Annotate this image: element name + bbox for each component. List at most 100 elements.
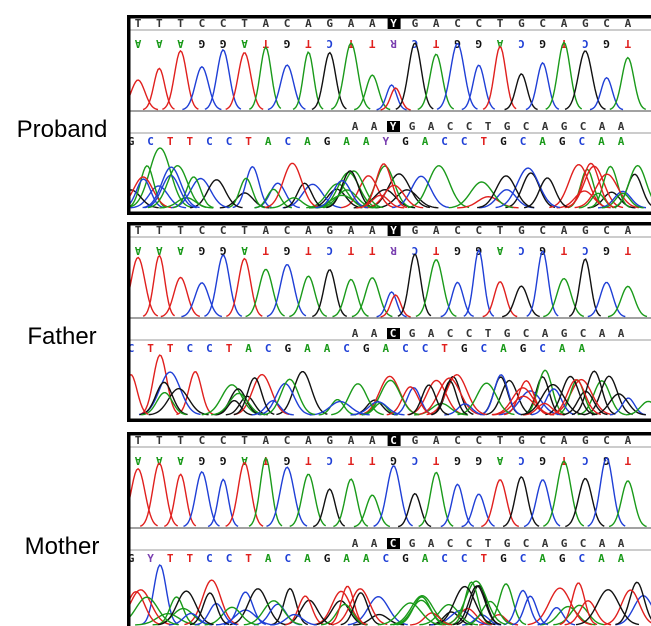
base: A <box>265 135 272 148</box>
sample-label: Mother <box>25 533 100 560</box>
base: T <box>485 537 492 550</box>
base: C <box>466 120 473 133</box>
base: G <box>561 120 568 133</box>
base: A <box>262 434 269 447</box>
base: Y <box>390 224 397 237</box>
base: C <box>226 552 233 565</box>
base: G <box>412 434 419 447</box>
base: T <box>441 342 448 355</box>
base: C <box>447 537 454 550</box>
base: A <box>599 327 606 340</box>
base: G <box>582 434 589 447</box>
base: T <box>624 454 631 467</box>
base: Y <box>147 552 154 565</box>
base: T <box>245 552 252 565</box>
base: T <box>156 224 163 237</box>
base: A <box>618 135 625 148</box>
base: G <box>326 434 333 447</box>
base: G <box>363 342 370 355</box>
base: G <box>326 224 333 237</box>
base: R <box>390 244 397 257</box>
base: T <box>624 37 631 50</box>
base: G <box>539 454 546 467</box>
base: G <box>198 37 205 50</box>
base: Y <box>390 17 397 30</box>
base: C <box>326 454 333 467</box>
base: G <box>504 327 511 340</box>
base: A <box>177 244 184 257</box>
base: T <box>433 37 440 50</box>
base: A <box>598 552 605 565</box>
base: T <box>433 244 440 257</box>
base: C <box>206 135 213 148</box>
panel: TATATACGCGTAATCGATGCATATYRGCATCGCGTAGCCG… <box>102 15 651 215</box>
base: C <box>412 454 419 467</box>
panel: TATATACGCGTAATCGATGCATATYRGCATCGCGTAGCCG… <box>112 222 651 422</box>
base: G <box>475 37 482 50</box>
base: A <box>241 244 248 257</box>
base: C <box>284 135 291 148</box>
base: T <box>186 135 193 148</box>
base: A <box>305 17 312 30</box>
base: T <box>497 224 504 237</box>
base: C <box>326 244 333 257</box>
base: T <box>369 244 376 257</box>
base: G <box>324 552 331 565</box>
base: T <box>135 224 142 237</box>
base: C <box>447 120 454 133</box>
base: G <box>326 17 333 30</box>
base: G <box>559 552 566 565</box>
base: T <box>241 224 248 237</box>
base: C <box>220 17 227 30</box>
base: T <box>241 434 248 447</box>
base: T <box>433 454 440 467</box>
base: G <box>603 244 610 257</box>
base: A <box>428 537 435 550</box>
base: A <box>433 224 440 237</box>
base: G <box>561 327 568 340</box>
base: G <box>582 17 589 30</box>
base: A <box>561 224 568 237</box>
base: C <box>523 537 530 550</box>
base: A <box>324 342 331 355</box>
base: C <box>422 342 429 355</box>
base: C <box>539 17 546 30</box>
base: C <box>518 454 525 467</box>
base: A <box>625 434 632 447</box>
base: A <box>599 120 606 133</box>
base: C <box>518 37 525 50</box>
base: C <box>466 537 473 550</box>
base: C <box>199 434 206 447</box>
base: T <box>369 454 376 467</box>
base: C <box>265 342 272 355</box>
base: A <box>625 17 632 30</box>
base: G <box>220 37 227 50</box>
base: G <box>561 537 568 550</box>
base: G <box>402 135 409 148</box>
base: C <box>461 135 468 148</box>
base: A <box>134 244 141 257</box>
base: A <box>134 454 141 467</box>
base: C <box>343 342 350 355</box>
base: G <box>475 454 482 467</box>
base: A <box>625 224 632 237</box>
base: C <box>390 537 397 550</box>
base: A <box>599 537 606 550</box>
base: G <box>198 244 205 257</box>
sample-label: Proband <box>17 116 108 143</box>
base: A <box>363 552 370 565</box>
base: C <box>461 552 468 565</box>
base: C <box>441 552 448 565</box>
figure: ProbandTATATACGCGTAATCGATGCATATYRGCATCGC… <box>0 0 651 626</box>
base: A <box>539 552 546 565</box>
base: G <box>409 327 416 340</box>
base: A <box>245 342 252 355</box>
base: G <box>198 454 205 467</box>
base: C <box>523 120 530 133</box>
base: A <box>352 327 359 340</box>
base: T <box>305 454 312 467</box>
base: T <box>177 434 184 447</box>
base: A <box>371 327 378 340</box>
base: A <box>422 135 429 148</box>
base: T <box>135 17 142 30</box>
